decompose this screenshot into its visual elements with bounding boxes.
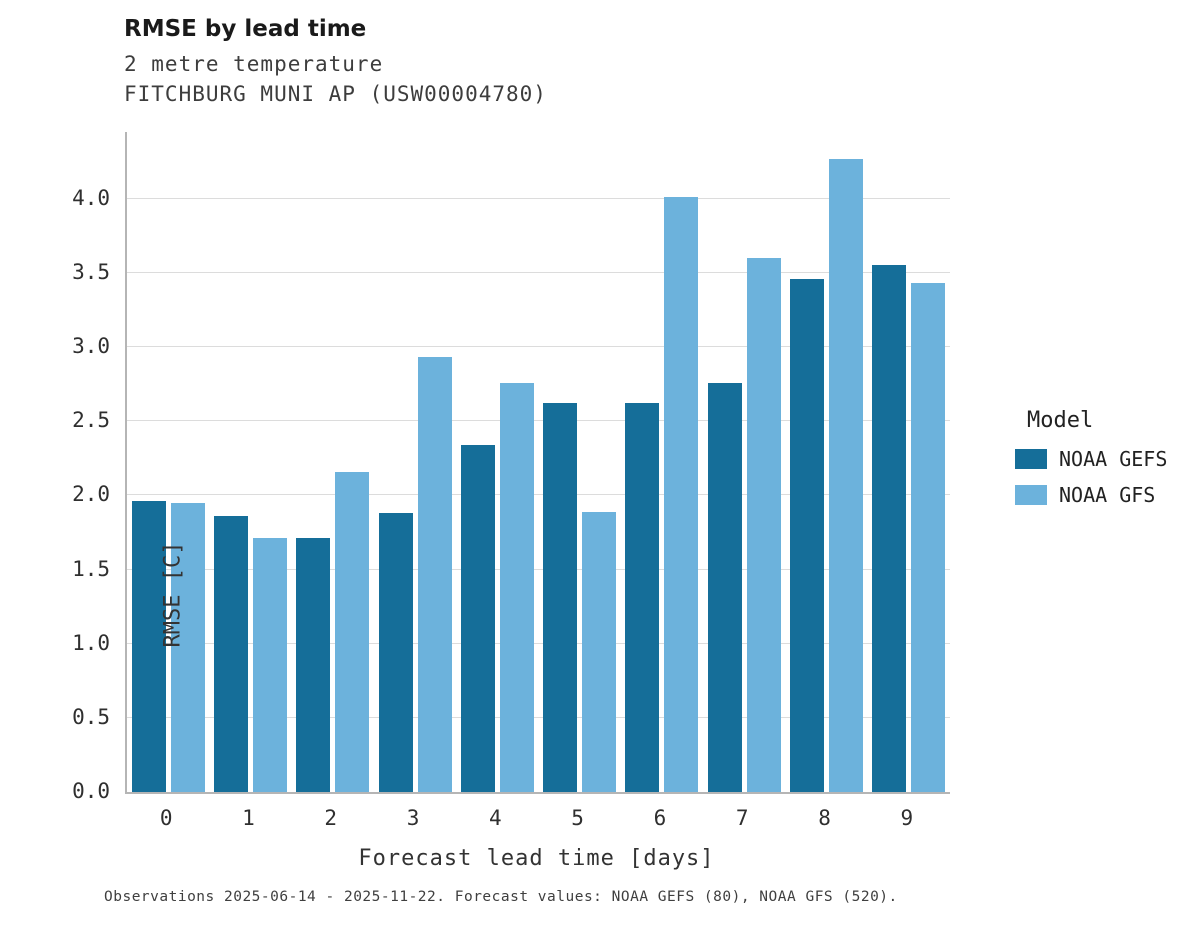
bar-group [456,132,538,792]
bar [625,403,660,792]
bar [911,283,946,792]
bar [790,278,825,792]
x-tick-label: 2 [324,806,338,830]
y-tick-label: 1.0 [72,630,110,655]
chart-title: RMSE by lead time [124,16,367,42]
bar [378,513,413,792]
bar-group [209,132,291,792]
y-tick-label: 0.0 [72,779,110,803]
gridline [127,494,950,496]
bar [170,502,205,792]
x-tick-label: 7 [735,806,749,830]
x-tick-label: 3 [406,806,420,830]
gridline [127,346,950,348]
bar [664,197,699,792]
bar [417,357,452,792]
legend-swatch [1015,485,1047,505]
bar-group [785,132,867,792]
y-tick-label: 3.5 [72,259,110,284]
bar-group [127,132,209,792]
bar-group [868,132,950,792]
bar [213,516,248,792]
x-tick-label: 5 [571,806,584,830]
y-tick-label: 3.0 [72,334,110,359]
bar [460,444,495,792]
x-tick-label: 9 [900,806,914,830]
plot-area: RMSE [C] [125,132,950,794]
bar-group [292,132,374,792]
x-tick-label: 4 [489,806,502,830]
bar [829,158,864,792]
bar [582,511,617,792]
bar [872,265,907,792]
bar-group [374,132,456,792]
y-tick-label: 1.5 [72,556,110,581]
chart-subtitle-station: FITCHBURG MUNI AP (USW00004780) [124,82,547,106]
y-tick-label: 2.0 [72,482,110,507]
x-tick-label: 0 [159,806,173,830]
bar [335,471,370,792]
bar [499,382,534,792]
gridline [127,271,950,273]
bar [252,538,287,792]
chart-subtitle-variable: 2 metre temperature [124,52,384,76]
gridline [127,568,950,570]
y-tick-label: 4.0 [72,185,110,210]
bar [296,538,331,792]
bars-layer [127,132,950,792]
y-tick-label: 0.5 [72,704,110,729]
bar-group [703,132,785,792]
x-axis-title: Forecast lead time [days] [358,846,715,871]
y-axis-title: RMSE [C] [160,541,186,648]
y-tick-label: 2.5 [72,408,110,433]
legend: Model NOAA GEFS NOAA GFS [1015,408,1167,519]
gridline [127,642,950,644]
gridline [127,716,950,718]
legend-label: NOAA GFS [1059,483,1156,507]
x-tick-label: 1 [242,806,255,830]
bar [746,258,781,792]
gridline [127,197,950,199]
legend-title: Model [1027,408,1094,433]
legend-swatch [1015,449,1047,469]
footer-note: Observations 2025-06-14 - 2025-11-22. Fo… [104,889,898,905]
legend-entry: NOAA GEFS [1015,447,1167,471]
bar [707,382,742,792]
x-tick-labels: 0 1 2 3 4 5 6 7 8 9 [125,806,948,830]
x-tick-label: 6 [653,806,667,830]
gridline [127,420,950,422]
bar [543,403,578,792]
bar [131,501,166,792]
bar-group [538,132,620,792]
legend-entries: NOAA GEFS NOAA GFS [1015,447,1167,507]
legend-label: NOAA GEFS [1059,447,1168,471]
x-tick-label: 8 [818,806,831,830]
bar-group [621,132,703,792]
legend-entry: NOAA GFS [1015,483,1167,507]
